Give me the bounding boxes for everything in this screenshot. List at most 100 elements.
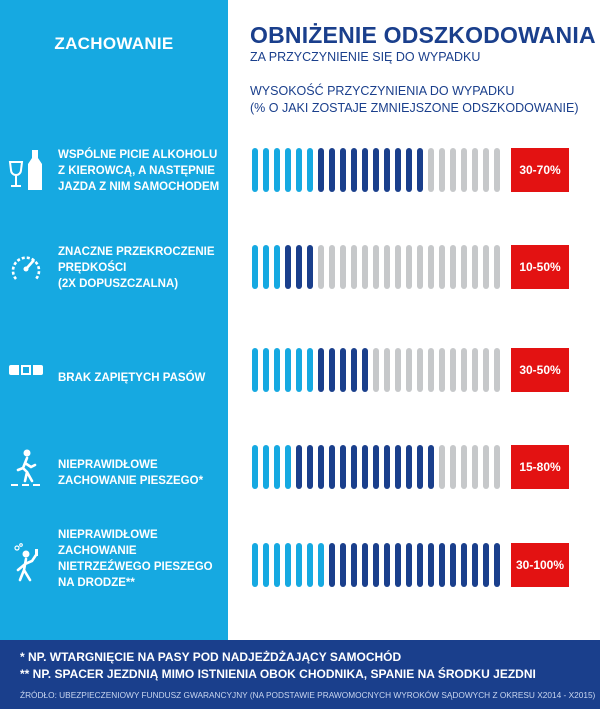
behavior-label-line: (2X DOPUSZCZALNA)	[58, 278, 179, 290]
scale-bar-empty	[449, 348, 457, 392]
scale-bar-empty	[416, 245, 424, 289]
drunk-pedestrian-icon	[8, 543, 44, 587]
scale-bar-light	[284, 543, 292, 587]
scale-bar-empty	[482, 148, 490, 192]
scale-bar-dark	[350, 543, 358, 587]
behavior-label: NIEPRAWIDŁOWE ZACHOWANIE PIESZEGO*	[58, 457, 228, 489]
scale-bar-empty	[383, 348, 391, 392]
scale-bar-dark	[350, 348, 358, 392]
scale-bar-empty	[438, 348, 446, 392]
scale-bar-dark	[350, 148, 358, 192]
behavior-label-line: ZACHOWANIE PIESZEGO*	[58, 475, 204, 487]
range-badge: 30-100%	[511, 543, 569, 587]
footer: * NP. WTARGNIĘCIE NA PASY POD NADJEŻDŻAJ…	[0, 640, 600, 709]
speedometer-icon	[8, 245, 44, 289]
scale-bar-dark	[328, 348, 336, 392]
percentage-scale	[252, 245, 501, 289]
scale-bar-dark	[383, 445, 391, 489]
scale-bar-empty	[427, 245, 435, 289]
scale-bar-dark	[339, 445, 347, 489]
scale-bar-light	[284, 445, 292, 489]
scale-bar-empty	[427, 348, 435, 392]
behavior-label: NIEPRAWIDŁOWE ZACHOWANIE NIETRZEŹWEGO PIES…	[58, 527, 228, 591]
scale-bar-light	[284, 348, 292, 392]
scale-bar-light	[273, 245, 281, 289]
scale-bar-light	[252, 148, 259, 192]
seatbelt-icon	[8, 348, 44, 392]
scale-bar-empty	[449, 445, 457, 489]
scale-title: WYSOKOŚĆ PRZYCZYNIENIA DO WYPADKU (% O J…	[250, 83, 579, 117]
footnote-1: * NP. WTARGNIĘCIE NA PASY POD NADJEŻDŻAJ…	[20, 650, 402, 664]
range-badge: 30-50%	[511, 348, 569, 392]
scale-bar-empty	[361, 245, 369, 289]
scale-bar-dark	[284, 245, 292, 289]
scale-bar-light	[252, 543, 259, 587]
sub-title: ZA PRZYCZYNIENIE SIĘ DO WYPADKU	[250, 50, 481, 64]
scale-bar-dark	[394, 148, 402, 192]
behavior-label-line: NA DRODZE**	[58, 577, 135, 589]
scale-bar-dark	[328, 543, 336, 587]
percentage-scale	[252, 148, 501, 192]
scale-bar-empty	[328, 245, 336, 289]
behavior-label: BRAK ZAPIĘTYCH PASÓW	[58, 370, 228, 386]
scale-bar-empty	[449, 148, 457, 192]
scale-bar-dark	[405, 148, 413, 192]
scale-bar-empty	[394, 348, 402, 392]
behavior-column: ZACHOWANIE	[0, 0, 228, 640]
scale-bar-dark	[372, 543, 380, 587]
scale-bar-light	[284, 148, 292, 192]
scale-bar-empty	[372, 245, 380, 289]
behavior-label-line: ZNACZNE PRZEKROCZENIE	[58, 246, 215, 258]
percentage-scale	[252, 348, 501, 392]
scale-bar-dark	[328, 148, 336, 192]
scale-bar-empty	[471, 245, 479, 289]
scale-bar-light	[252, 445, 259, 489]
scale-bar-light	[295, 543, 303, 587]
scale-bar-dark	[416, 148, 424, 192]
scale-bar-dark	[460, 543, 468, 587]
scale-bar-dark	[350, 445, 358, 489]
scale-bar-dark	[427, 543, 435, 587]
scale-bar-dark	[427, 445, 435, 489]
scale-bar-empty	[482, 245, 490, 289]
range-badge: 10-50%	[511, 245, 569, 289]
scale-bar-light	[306, 348, 314, 392]
scale-bar-empty	[405, 348, 413, 392]
scale-bar-empty	[471, 348, 479, 392]
scale-bar-empty	[460, 148, 468, 192]
scale-bar-empty	[482, 445, 490, 489]
pedestrian-icon	[8, 445, 44, 489]
scale-bar-dark	[317, 148, 325, 192]
scale-bar-dark	[339, 543, 347, 587]
behavior-header: ZACHOWANIE	[54, 34, 174, 53]
behavior-label-line: NIEPRAWIDŁOWE	[58, 529, 158, 541]
scale-bar-empty	[460, 445, 468, 489]
scale-bar-empty	[471, 445, 479, 489]
scale-bar-empty	[394, 245, 402, 289]
scale-bar-empty	[438, 445, 446, 489]
scale-bar-empty	[317, 245, 325, 289]
source-note: ŹRÓDŁO: UBEZPIECZENIOWY FUNDUSZ GWARANCY…	[20, 690, 596, 700]
scale-bar-dark	[317, 445, 325, 489]
scale-bar-light	[273, 348, 281, 392]
scale-bar-dark	[383, 543, 391, 587]
behavior-label-line: Z KIEROWCĄ, A NASTĘPNIE	[58, 165, 215, 177]
scale-bar-light	[262, 148, 270, 192]
scale-bar-light	[273, 445, 281, 489]
scale-bar-light	[252, 245, 259, 289]
scale-bar-light	[273, 148, 281, 192]
behavior-label-line: BRAK ZAPIĘTYCH PASÓW	[58, 372, 206, 384]
scale-bar-empty	[493, 348, 501, 392]
scale-bar-empty	[405, 245, 413, 289]
behavior-label: ZNACZNE PRZEKROCZENIE PRĘDKOŚCI (2X DOPUSZ…	[58, 244, 228, 292]
scale-bar-dark	[405, 445, 413, 489]
range-badge: 30-70%	[511, 148, 569, 192]
scale-bar-dark	[493, 543, 501, 587]
scale-bar-empty	[493, 148, 501, 192]
scale-bar-dark	[416, 543, 424, 587]
scale-bar-empty	[383, 245, 391, 289]
scale-bar-dark	[317, 348, 325, 392]
scale-bar-empty	[471, 148, 479, 192]
behavior-label-line: NIEPRAWIDŁOWE	[58, 459, 158, 471]
